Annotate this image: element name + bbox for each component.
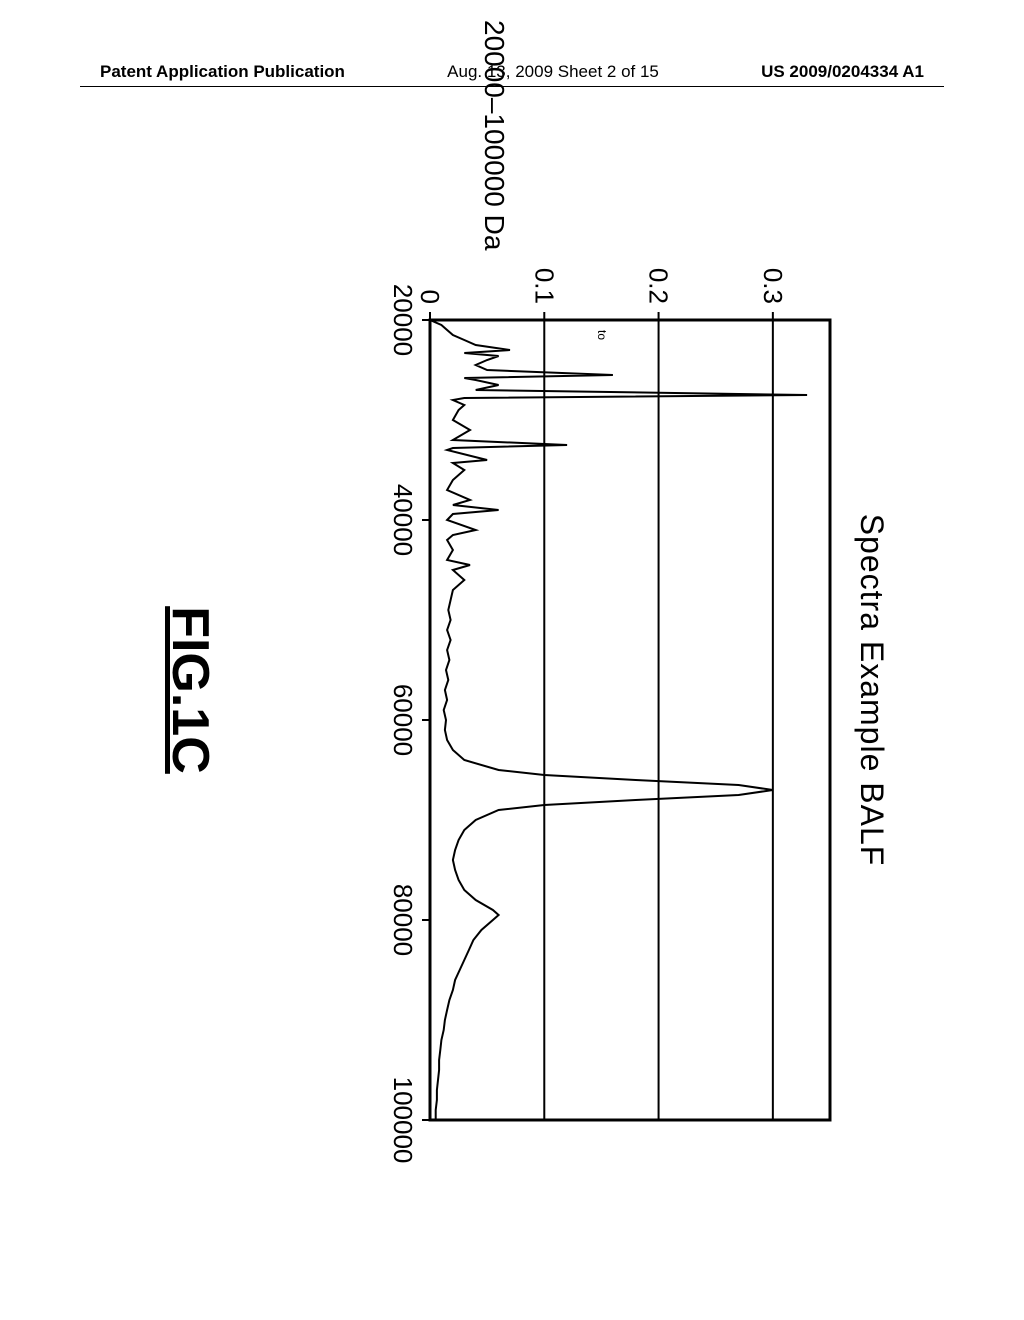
y-tick-labels: 0 0.1 0.2 0.3: [415, 268, 788, 304]
small-marker: to: [595, 330, 609, 340]
chart-border: [430, 320, 830, 1120]
range-label: 20000–100000 Da: [478, 20, 510, 250]
svg-text:100000: 100000: [388, 1077, 418, 1164]
header-right: US 2009/0204334 A1: [761, 62, 924, 82]
spectrum-line: [430, 320, 807, 1120]
y-gridlines: [544, 320, 773, 1120]
svg-text:0.3: 0.3: [758, 268, 788, 304]
chart-svg: to 20000400006000080000100000 00.10.20.3: [430, 320, 830, 1120]
spectrum-chart: to 20000400006000080000100000 00.10.20.3: [430, 320, 830, 1120]
svg-text:60000: 60000: [388, 684, 418, 756]
figure-container: Spectra Example BALF 20000–100000 Da to …: [100, 140, 930, 1240]
svg-text:40000: 40000: [388, 484, 418, 556]
header-rule: [80, 86, 944, 87]
svg-text:0.2: 0.2: [644, 268, 674, 304]
svg-text:0: 0: [415, 290, 445, 304]
svg-text:20000: 20000: [388, 284, 418, 356]
chart-title: Spectra Example BALF: [853, 140, 890, 1240]
x-tick-labels: 20000 40000 60000 80000 100000: [388, 284, 418, 1164]
svg-text:0.1: 0.1: [529, 268, 559, 304]
rotated-figure: Spectra Example BALF 20000–100000 Da to …: [100, 140, 930, 1240]
page-header: Patent Application Publication Aug. 13, …: [0, 62, 1024, 82]
header-left: Patent Application Publication: [100, 62, 345, 82]
svg-text:80000: 80000: [388, 884, 418, 956]
figure-label: FIG.1C: [160, 140, 220, 1240]
